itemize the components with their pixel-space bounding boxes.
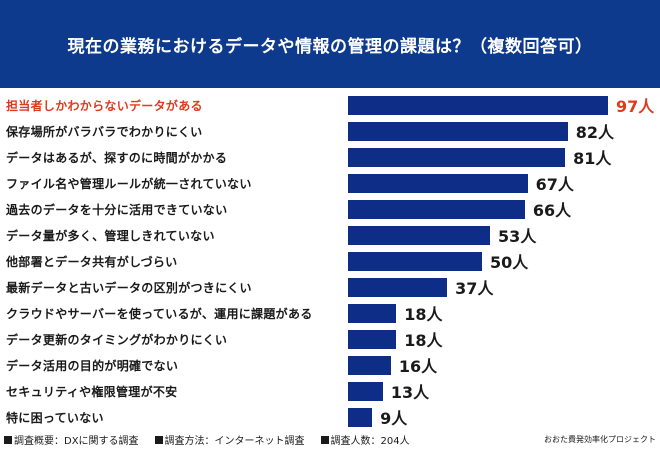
category-label: 過去のデータを十分に活用できていない xyxy=(6,202,228,217)
bar xyxy=(348,303,397,323)
value-label: 18人 xyxy=(404,331,443,350)
square-bullet-icon xyxy=(4,435,12,444)
title-bar: 現在の業務におけるデータや情報の管理の課題は？（複数回答可） xyxy=(0,0,660,88)
footer-note-overview: 調査概要：DXに関する調査 xyxy=(4,432,139,447)
bar xyxy=(348,225,491,245)
value-label: 16人 xyxy=(398,357,438,376)
bar xyxy=(348,95,608,115)
value-label: 50人 xyxy=(490,253,529,272)
value-label: 67人 xyxy=(535,175,574,194)
footer-note-count: 調査人数：204人 xyxy=(320,432,410,447)
footer-note-method-text: 調査方法：インターネット調査 xyxy=(164,435,305,447)
bar xyxy=(348,277,448,297)
footer-note-count-text: 調査人数：204人 xyxy=(330,435,410,447)
category-label: 他部署とデータ共有がしづらい xyxy=(6,254,178,269)
bar xyxy=(348,407,373,427)
value-label: 97人 xyxy=(616,97,655,116)
value-label: 66人 xyxy=(532,201,572,220)
bar xyxy=(348,329,397,349)
square-bullet-icon xyxy=(320,435,329,444)
category-label: データ活用の目的が明確でない xyxy=(6,358,179,373)
chart-title: 現在の業務におけるデータや情報の管理の課題は？（複数回答可） xyxy=(67,36,593,57)
category-label: 保存場所がバラバラでわかりにくい xyxy=(6,124,203,139)
value-label: 82人 xyxy=(575,123,615,142)
brand-credit: おおた費発効率化プロジェクト xyxy=(544,434,656,444)
category-label: 担当者しかわからないデータがある xyxy=(6,98,203,113)
bar xyxy=(348,173,528,193)
footer-note-overview-text: 調査概要：DXに関する調査 xyxy=(14,435,139,447)
category-label: 特に困っていない xyxy=(6,410,104,425)
category-label: データ量が多く、管理しきれていない xyxy=(6,228,215,243)
value-label: 9人 xyxy=(380,409,408,428)
bar xyxy=(348,199,525,219)
bar xyxy=(348,147,566,167)
bar xyxy=(348,121,568,141)
value-label: 13人 xyxy=(390,383,430,402)
category-label: データ更新のタイミングがわかりにくい xyxy=(6,332,228,347)
bar xyxy=(348,381,383,401)
footer-note-method: 調査方法：インターネット調査 xyxy=(154,432,305,447)
category-label: セキュリティや権限管理が不安 xyxy=(6,384,178,399)
category-label: データはあるが、探すのに時間がかかる xyxy=(6,150,228,165)
value-label: 37人 xyxy=(455,279,494,298)
bar xyxy=(348,251,483,271)
category-label: 最新データと古いデータの区別がつきにくい xyxy=(6,280,252,295)
category-label: ファイル名や管理ルールが統一されていない xyxy=(6,176,252,191)
bar-chart: 担当者しかわからないデータがある 97人保存場所がバラバラでわかりにくい 82人デー… xyxy=(0,88,660,428)
bar xyxy=(348,355,391,375)
value-label: 81人 xyxy=(573,149,612,168)
square-bullet-icon xyxy=(154,435,163,444)
footer: 調査概要：DXに関する調査 調査方法：インターネット調査 調査人数：204人 お… xyxy=(4,430,656,448)
value-label: 18人 xyxy=(404,305,443,324)
value-label: 53人 xyxy=(498,227,537,246)
category-label: クラウドやサーバーを使っているが、運用に課題がある xyxy=(6,306,313,321)
